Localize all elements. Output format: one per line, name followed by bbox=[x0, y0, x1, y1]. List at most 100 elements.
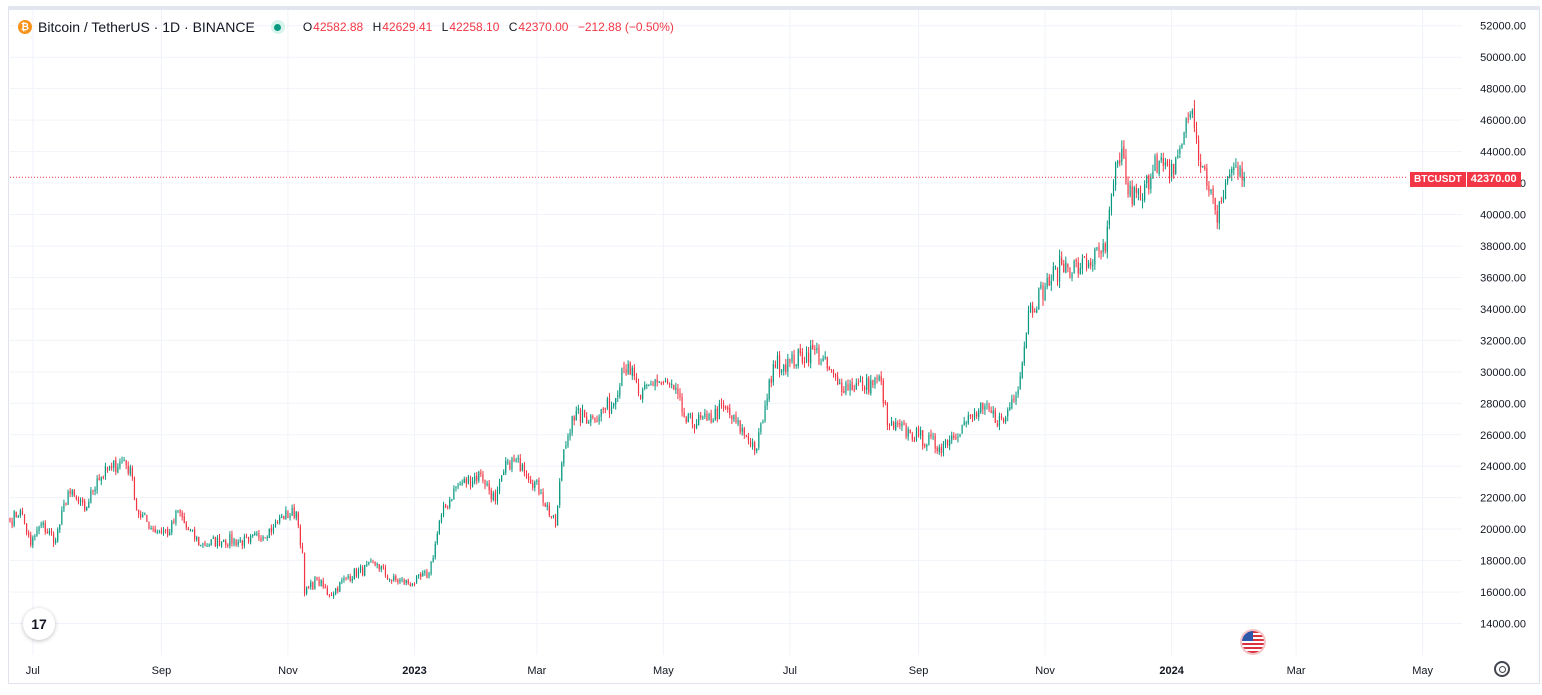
candle-body bbox=[540, 492, 542, 494]
candle bbox=[1189, 111, 1191, 120]
candle-body bbox=[25, 523, 28, 534]
candle bbox=[148, 521, 150, 530]
settings-icon[interactable] bbox=[1494, 661, 1510, 677]
candle bbox=[963, 416, 965, 426]
candle-body bbox=[254, 533, 256, 536]
candle-body bbox=[1179, 148, 1181, 154]
candle bbox=[681, 393, 683, 417]
candle bbox=[46, 528, 48, 534]
candle bbox=[1166, 159, 1169, 167]
candle bbox=[210, 539, 212, 546]
candle-body bbox=[152, 528, 154, 530]
candle bbox=[760, 422, 762, 435]
time-axis[interactable]: Jul Sep Nov 2023 Mar May Jul Sep Nov 2024 Mar May bbox=[26, 665, 1434, 677]
candle bbox=[774, 360, 777, 369]
candle-body bbox=[156, 531, 158, 533]
candle-body bbox=[830, 369, 833, 371]
candle-body bbox=[936, 447, 938, 452]
candle-body bbox=[1106, 226, 1108, 253]
candle-body bbox=[590, 415, 592, 423]
candle-body bbox=[96, 478, 98, 491]
candle-body bbox=[1096, 247, 1098, 249]
candle bbox=[50, 528, 53, 536]
candle bbox=[971, 414, 974, 423]
candle bbox=[67, 489, 69, 506]
candle bbox=[735, 411, 737, 424]
candle bbox=[451, 498, 453, 502]
x-tick-label: Mar bbox=[1287, 665, 1306, 677]
candle bbox=[920, 426, 922, 440]
candle bbox=[164, 528, 167, 534]
candle bbox=[1197, 135, 1200, 167]
candle-body bbox=[756, 448, 758, 451]
candle-body bbox=[220, 541, 223, 547]
candle bbox=[1146, 174, 1148, 189]
candle bbox=[953, 432, 955, 440]
candle bbox=[633, 364, 635, 381]
candle-body bbox=[289, 515, 291, 519]
candle bbox=[598, 414, 600, 425]
candle-body bbox=[243, 536, 245, 546]
candle-body bbox=[606, 398, 608, 409]
y-tick-label: 40000.00 bbox=[1480, 210, 1526, 222]
candle bbox=[874, 376, 876, 389]
candle-body bbox=[926, 444, 928, 447]
tradingview-logo-icon[interactable]: 17 bbox=[23, 608, 55, 640]
candle bbox=[1241, 161, 1243, 187]
candle bbox=[119, 458, 121, 470]
symbol-title[interactable]: Bitcoin / TetherUS · 1D · BINANCE bbox=[38, 19, 255, 35]
candle bbox=[973, 408, 976, 421]
candle-body bbox=[530, 479, 532, 484]
candle bbox=[135, 497, 138, 511]
candle bbox=[992, 406, 994, 418]
candle bbox=[808, 346, 810, 367]
ohlc-values: O42582.88 H42629.41 L42258.10 C42370.00 … bbox=[303, 20, 680, 34]
candle-body bbox=[1139, 187, 1142, 199]
candle-body bbox=[602, 408, 604, 410]
us-flag-icon[interactable] bbox=[1242, 631, 1264, 653]
candle bbox=[1094, 247, 1096, 270]
candle-body bbox=[725, 406, 727, 409]
candle-body bbox=[106, 467, 109, 471]
candle bbox=[727, 405, 729, 413]
candle bbox=[602, 407, 604, 414]
candle-body bbox=[405, 579, 407, 584]
candle-body bbox=[378, 564, 380, 570]
candle-body bbox=[594, 418, 596, 422]
candle bbox=[1034, 308, 1036, 313]
candle-body bbox=[1104, 243, 1106, 251]
candle bbox=[932, 432, 934, 441]
candle-body bbox=[660, 382, 662, 384]
candle-body bbox=[196, 537, 198, 540]
price-axis[interactable]: 14000.00 16000.00 18000.00 20000.00 22000.00… bbox=[1480, 21, 1526, 631]
candle bbox=[1038, 287, 1040, 310]
candle-body bbox=[1094, 248, 1096, 265]
candle-body bbox=[745, 435, 747, 437]
candle-body bbox=[737, 419, 739, 424]
candle bbox=[287, 510, 289, 519]
candle-body bbox=[953, 435, 955, 438]
close-key: C bbox=[508, 20, 518, 34]
candle bbox=[957, 433, 959, 443]
candle bbox=[698, 412, 700, 426]
candle-body bbox=[874, 377, 876, 385]
candle bbox=[575, 406, 577, 421]
candle-body bbox=[822, 358, 824, 362]
candle-body bbox=[1202, 166, 1204, 168]
candle bbox=[700, 412, 702, 421]
candle bbox=[820, 358, 822, 366]
candle bbox=[301, 542, 304, 554]
candle bbox=[1102, 238, 1104, 257]
candle-body bbox=[998, 415, 1001, 426]
candle-body bbox=[710, 413, 712, 423]
candle-body bbox=[1046, 278, 1048, 287]
candle bbox=[687, 412, 689, 423]
candle bbox=[834, 373, 837, 381]
candle-body bbox=[447, 506, 449, 508]
candle bbox=[347, 574, 349, 580]
candle bbox=[521, 462, 523, 472]
candle-body bbox=[351, 578, 353, 581]
candle bbox=[615, 397, 617, 410]
candle bbox=[559, 478, 561, 509]
